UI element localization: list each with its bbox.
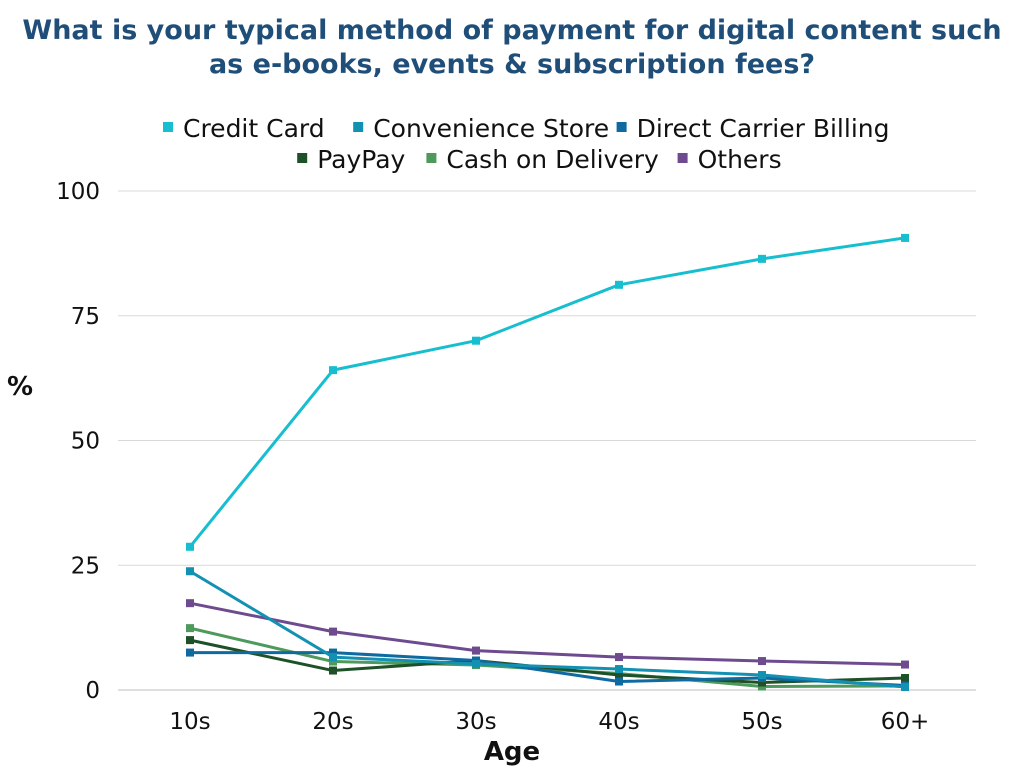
data-point-paypay [329, 666, 337, 675]
data-point-paypay [186, 636, 194, 645]
data-point-convenience-store [472, 660, 480, 669]
data-point-credit-card [329, 366, 337, 375]
data-point-convenience-store [329, 653, 337, 662]
data-point-credit-card [615, 280, 623, 289]
legend-label-cash-on-delivery: Cash on Delivery [446, 145, 659, 174]
chart-title-line-1: What is your typical method of payment f… [22, 15, 1002, 46]
legend-marker-others [677, 153, 688, 163]
x-tick-label: 40s [598, 709, 639, 735]
data-point-cash-on-delivery [329, 657, 337, 666]
data-point-others [615, 653, 623, 662]
x-axis-title: Age [484, 737, 540, 767]
data-point-credit-card [472, 336, 480, 345]
data-point-paypay [901, 674, 909, 683]
data-point-direct-carrier-billing [615, 677, 623, 686]
data-point-others [329, 627, 337, 636]
series-line-convenience-store [189, 569, 906, 689]
data-point-credit-card [186, 542, 194, 551]
data-point-convenience-store [186, 567, 194, 576]
y-tick-label: 100 [56, 179, 100, 205]
y-tick-label: 50 [71, 429, 100, 455]
data-point-credit-card [901, 233, 909, 242]
data-point-convenience-store [615, 665, 623, 674]
data-point-others [758, 657, 766, 666]
x-tick-label: 10s [169, 709, 210, 735]
legend-label-others: Others [698, 145, 782, 174]
legend-marker-direct-carrier-billing [616, 122, 627, 132]
data-point-others [472, 646, 480, 655]
legend-marker-paypay [297, 153, 308, 163]
series-line-direct-carrier-billing [190, 651, 906, 688]
data-point-credit-card [758, 254, 766, 263]
data-point-paypay [615, 671, 623, 680]
legend-marker-convenience-store [353, 122, 364, 132]
grid-lines [118, 190, 976, 691]
legend: Credit Card Convenience Store Direct Carri… [163, 114, 890, 174]
y-axis-title: % [7, 372, 33, 402]
data-point-convenience-store [758, 671, 766, 680]
chart-title: What is your typical method of payment f… [0, 14, 1024, 82]
y-axis-ticks: 0 25 50 75 100 [56, 179, 100, 704]
legend-label-convenience-store: Convenience Store [373, 114, 609, 143]
x-tick-label: 20s [312, 709, 353, 735]
data-point-convenience-store [901, 683, 909, 692]
data-point-paypay [758, 678, 766, 687]
legend-label-paypay: PayPay [317, 145, 405, 174]
series-line-others [189, 601, 906, 667]
series-lines [188, 236, 906, 689]
legend-marker-credit-card [163, 122, 173, 132]
data-point-direct-carrier-billing [186, 648, 194, 657]
y-tick-label: 0 [85, 678, 100, 704]
legend-label-credit-card: Credit Card [183, 114, 325, 143]
y-tick-label: 75 [71, 304, 100, 330]
legend-label-direct-carrier-billing: Direct Carrier Billing [637, 114, 890, 143]
series-line-credit-card [188, 236, 906, 548]
x-axis-ticks: 10s 20s 30s 40s 50s 60+ [169, 709, 929, 735]
data-point-cash-on-delivery [186, 624, 194, 633]
data-point-direct-carrier-billing [329, 648, 337, 657]
x-tick-label: 30s [455, 709, 496, 735]
chart-title-line-2: as e-books, events & subscription fees? [208, 49, 816, 80]
series-points [186, 233, 909, 692]
y-tick-label: 25 [71, 553, 100, 579]
data-point-others [901, 660, 909, 669]
legend-marker-cash-on-delivery [426, 153, 437, 163]
x-tick-label: 60+ [881, 709, 930, 735]
data-point-others [186, 599, 194, 608]
x-tick-label: 50s [741, 709, 782, 735]
